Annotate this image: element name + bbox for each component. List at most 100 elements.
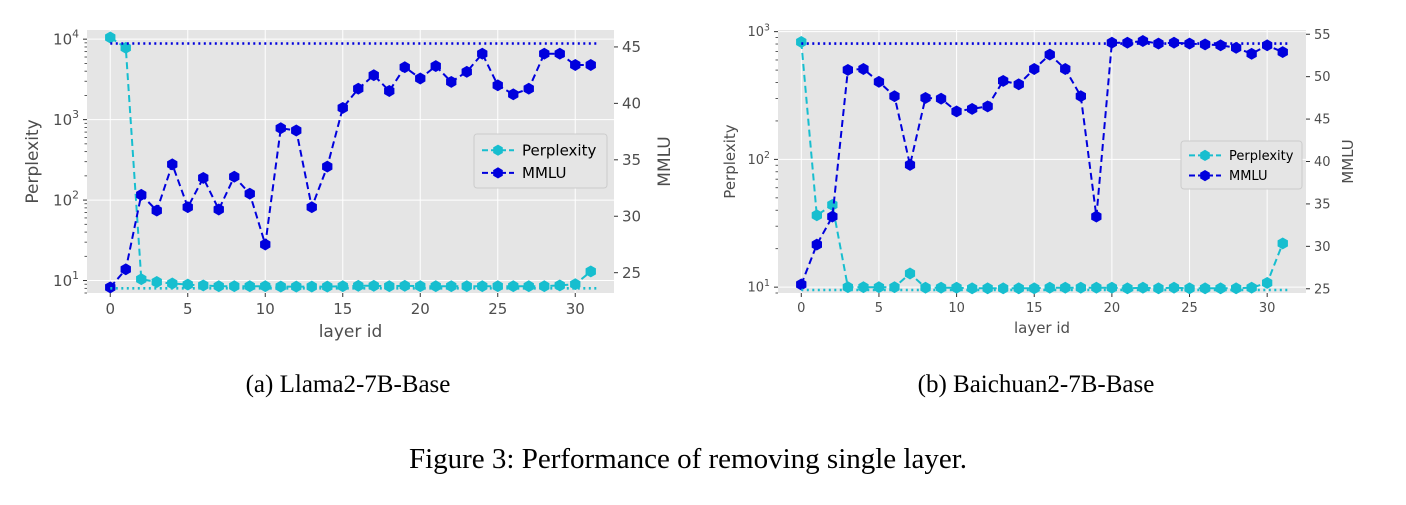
mmlu-point bbox=[151, 204, 162, 217]
perplexity-point bbox=[904, 267, 916, 280]
mmlu-point bbox=[1106, 36, 1117, 49]
x-tick-label: 30 bbox=[566, 300, 585, 318]
perplexity-point bbox=[508, 280, 519, 293]
chart-panel-baichuan2: 0 5 10 15 20 25 30 101 102 103 25 30 35 40 45 50 55 layer… bbox=[721, 22, 1357, 337]
y-tick-label-right: 40 bbox=[1314, 155, 1331, 170]
mmlu-point bbox=[1013, 78, 1024, 91]
mmlu-point bbox=[570, 59, 581, 71]
x-tick-label: 5 bbox=[183, 300, 193, 318]
perplexity-point bbox=[430, 280, 441, 293]
perplexity-point bbox=[229, 280, 240, 293]
mmlu-point bbox=[1231, 41, 1242, 54]
perplexity-point bbox=[1091, 281, 1102, 294]
mmlu-point bbox=[461, 65, 472, 78]
perplexity-point bbox=[1153, 282, 1164, 295]
mmlu-point bbox=[1277, 46, 1288, 59]
perplexity-point bbox=[858, 281, 869, 294]
mmlu-point bbox=[873, 75, 885, 88]
perplexity-point bbox=[1122, 282, 1133, 295]
perplexity-point bbox=[1029, 282, 1040, 295]
mmlu-point bbox=[585, 59, 596, 71]
x-tick-label: 0 bbox=[797, 301, 805, 316]
perplexity-point bbox=[966, 282, 978, 295]
mmlu-point bbox=[353, 82, 364, 95]
mmlu-point bbox=[1215, 39, 1226, 52]
x-axis-label: layer id bbox=[319, 322, 383, 342]
mmlu-point bbox=[306, 201, 317, 214]
x-tick-label: 20 bbox=[411, 300, 430, 318]
mmlu-point bbox=[554, 47, 565, 60]
y-axis-label-right: MMLU bbox=[655, 136, 675, 186]
y-tick-label-left: 102 bbox=[748, 150, 771, 168]
perplexity-point bbox=[935, 281, 947, 294]
perplexity-point bbox=[1184, 282, 1195, 295]
perplexity-point bbox=[811, 209, 823, 222]
perplexity-point bbox=[213, 280, 224, 293]
perplexity-point bbox=[337, 280, 348, 293]
y-tick-label-right: 55 bbox=[1314, 28, 1331, 43]
x-tick-label: 0 bbox=[105, 300, 115, 318]
y-tick-label-left: 103 bbox=[53, 108, 79, 129]
perplexity-point bbox=[182, 278, 193, 291]
perplexity-point bbox=[368, 279, 379, 292]
perplexity-point bbox=[1168, 281, 1180, 294]
y-tick-label-right: 40 bbox=[622, 95, 641, 113]
perplexity-point bbox=[1199, 282, 1211, 295]
y-tick-label-left: 101 bbox=[748, 278, 771, 296]
mmlu-point bbox=[796, 278, 807, 291]
perplexity-point bbox=[873, 281, 885, 294]
mmlu-point bbox=[120, 263, 131, 276]
mmlu-point bbox=[1168, 36, 1180, 49]
x-tick-label: 5 bbox=[875, 301, 883, 316]
mmlu-point bbox=[446, 75, 457, 88]
perplexity-point bbox=[136, 273, 147, 286]
mmlu-point bbox=[811, 238, 823, 251]
subcaption-b: (b) Baichuan2-7B-Base bbox=[918, 371, 1155, 398]
perplexity-point bbox=[1231, 282, 1242, 295]
perplexity-point bbox=[1277, 237, 1288, 250]
perplexity-point bbox=[997, 282, 1009, 295]
x-tick-label: 15 bbox=[333, 300, 352, 318]
perplexity-point bbox=[120, 41, 131, 54]
perplexity-point bbox=[585, 265, 596, 278]
y-tick-label-right: 25 bbox=[1314, 282, 1331, 297]
x-tick-label: 25 bbox=[488, 300, 507, 318]
perplexity-point bbox=[1075, 281, 1086, 294]
mmlu-point bbox=[904, 158, 916, 171]
mmlu-point bbox=[508, 88, 519, 101]
perplexity-point bbox=[1262, 276, 1273, 289]
x-tick-label: 10 bbox=[948, 301, 965, 316]
legend-label: MMLU bbox=[522, 164, 566, 182]
perplexity-point bbox=[889, 281, 900, 294]
legend-marker bbox=[1200, 170, 1210, 182]
mmlu-point bbox=[827, 210, 838, 223]
mmlu-point bbox=[415, 72, 426, 85]
chart-panel-llama2: 0 5 10 15 20 25 30 101 102 103 104 25 30 35 40 45 layer … bbox=[23, 28, 675, 342]
mmlu-point bbox=[105, 281, 116, 294]
mmlu-point bbox=[858, 63, 869, 75]
y-axis-label-right: MMLU bbox=[1339, 139, 1357, 183]
mmlu-point bbox=[167, 158, 178, 171]
mmlu-point bbox=[198, 171, 209, 184]
perplexity-point bbox=[1060, 281, 1071, 294]
perplexity-point bbox=[492, 280, 503, 293]
perplexity-point bbox=[384, 280, 395, 293]
mmlu-point bbox=[260, 238, 271, 251]
mmlu-point bbox=[213, 203, 224, 216]
mmlu-point bbox=[935, 92, 947, 105]
mmlu-point bbox=[1137, 35, 1149, 47]
x-axis-label: layer id bbox=[1014, 319, 1070, 337]
x-tick-label: 15 bbox=[1026, 301, 1043, 316]
mmlu-point bbox=[1029, 63, 1040, 75]
perplexity-point bbox=[1215, 282, 1226, 295]
legend-label: Perplexity bbox=[522, 141, 596, 159]
mmlu-point bbox=[951, 105, 962, 118]
y-tick-label-right: 45 bbox=[622, 38, 641, 56]
mmlu-point bbox=[539, 47, 550, 60]
mmlu-point bbox=[384, 85, 395, 97]
perplexity-point bbox=[1246, 281, 1257, 294]
mmlu-point bbox=[275, 122, 286, 135]
perplexity-point bbox=[415, 280, 426, 293]
mmlu-point bbox=[477, 47, 488, 60]
mmlu-point bbox=[1091, 210, 1102, 223]
